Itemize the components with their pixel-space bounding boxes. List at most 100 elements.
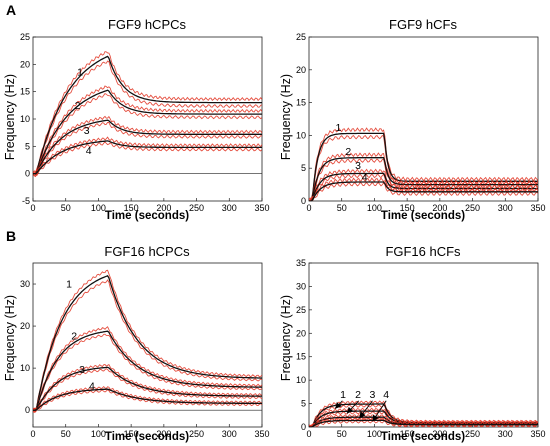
y-tick-label: 30 (296, 281, 306, 291)
series-layer (33, 51, 262, 178)
x-tick-label: 100 (367, 429, 382, 439)
y-tick-label: 10 (20, 114, 30, 124)
x-tick-label: 200 (156, 203, 171, 213)
y-tick-label: 10 (296, 375, 306, 385)
series-1-fit (33, 275, 262, 411)
x-tick-label: 300 (222, 429, 237, 439)
curve-label: 4 (383, 389, 389, 401)
series-1-raw-upper (309, 127, 538, 201)
curve-label: 1 (77, 66, 83, 78)
y-axis-label: Frequency (Hz) (279, 295, 293, 381)
y-tick-label: 5 (301, 163, 306, 173)
x-tick-label: 350 (530, 429, 545, 439)
series-3-raw-lower (33, 121, 262, 177)
chart-fgf9-hcfs: FGF9 hCFs 0 50 100 150 200 250 300 350 0 5 10 15 20 2… (279, 17, 546, 222)
plot-area: 0 50 100 150 200 250 300 350 0 5 10 15 20 25 30 35 1 2 3 4 (296, 258, 546, 439)
x-tick-label: 250 (189, 203, 204, 213)
x-tick-label: 200 (432, 203, 447, 213)
series-1-raw-upper (33, 269, 262, 411)
y-tick-label: 0 (301, 422, 306, 432)
y-tick-label: 20 (296, 65, 306, 75)
series-2-fit (33, 89, 262, 175)
x-tick-label: 50 (61, 203, 71, 213)
series-4-raw-lower (33, 141, 262, 176)
y-tick-label: 30 (20, 279, 30, 289)
series-4-raw-upper (33, 385, 262, 411)
series-4-raw-lower (312, 181, 538, 201)
series-4-fit (309, 419, 538, 427)
x-tick-label: 300 (222, 203, 237, 213)
series-2-fit (33, 330, 262, 411)
axes-frame (308, 36, 539, 202)
series-4-raw-lower (33, 389, 262, 413)
panel-label-b: B (6, 228, 16, 244)
x-axis-label: Time (seconds) (381, 431, 465, 443)
series-layer (33, 269, 262, 413)
x-tick-label: 0 (30, 429, 35, 439)
series-3-fit (33, 119, 262, 175)
x-axis-label: Time (seconds) (381, 210, 465, 222)
curve-label: 4 (86, 145, 92, 157)
x-tick-label: 150 (124, 429, 139, 439)
annotation-arrowhead (346, 406, 354, 414)
annotation-arrowhead (335, 402, 342, 409)
curve-label: 2 (345, 146, 351, 158)
axes-frame (32, 262, 263, 428)
y-tick-label: 15 (296, 352, 306, 362)
y-tick-label: 25 (20, 32, 30, 42)
x-tick-label: 150 (400, 203, 415, 213)
panel-label-a: A (6, 2, 16, 18)
chart-title: FGF16 hCFs (385, 244, 461, 259)
x-tick-label: 300 (498, 203, 513, 213)
y-tick-label: 35 (296, 258, 306, 268)
y-tick-label: 5 (25, 141, 30, 151)
x-tick-label: 200 (156, 429, 171, 439)
curve-label: 2 (355, 389, 361, 401)
y-tick-label: 15 (296, 98, 306, 108)
series-layer (309, 127, 538, 201)
x-tick-label: 150 (124, 203, 139, 213)
series-3-raw-upper (33, 363, 262, 411)
chart-title: FGF9 hCPCs (108, 17, 187, 32)
series-1-raw-upper (33, 51, 262, 175)
chart-title: FGF16 hCPCs (104, 244, 190, 259)
x-tick-label: 250 (465, 203, 480, 213)
series-4-fit (309, 181, 538, 201)
y-tick-label: 20 (20, 59, 30, 69)
x-tick-label: 0 (306, 203, 311, 213)
x-tick-label: 100 (91, 203, 106, 213)
curve-label: 2 (71, 331, 77, 343)
x-tick-label: 300 (498, 429, 513, 439)
series-2-fit (309, 157, 538, 201)
x-tick-label: 100 (91, 429, 106, 439)
series-4-raw-upper (33, 136, 262, 174)
y-tick-label: 10 (20, 363, 30, 373)
series-4-raw-upper (309, 177, 538, 201)
y-tick-label: 10 (296, 130, 306, 140)
series-1-raw-lower (33, 279, 262, 413)
x-tick-label: 250 (189, 429, 204, 439)
x-tick-label: 150 (400, 429, 415, 439)
curve-label: 4 (89, 381, 95, 393)
curve-label: 4 (362, 172, 368, 184)
series-4-raw-lower (309, 420, 538, 427)
curve-label: 2 (75, 100, 81, 112)
chart-fgf9-hcpcs: FGF9 hCPCs 0 50 100 150 200 250 300 350-5051015… (3, 17, 270, 222)
series-4-raw-upper (309, 417, 538, 427)
x-tick-label: 0 (306, 429, 311, 439)
curve-label: 1 (336, 122, 342, 134)
series-3-fit (33, 366, 262, 411)
series-3-raw-upper (33, 115, 262, 174)
series-layer (309, 400, 538, 427)
x-tick-label: 350 (254, 203, 269, 213)
y-axis-label: Frequency (Hz) (3, 295, 17, 381)
series-1-raw-lower (33, 60, 262, 178)
x-tick-label: 0 (30, 203, 35, 213)
chart-fgf16-hcpcs: FGF16 hCPCs 0 50 100 150 200 250 300 350 0 10 20 30… (3, 244, 270, 443)
y-tick-label: 0 (25, 405, 30, 415)
x-axis-label: Time (seconds) (105, 210, 189, 222)
series-4-fit (33, 388, 262, 411)
x-tick-label: 200 (432, 429, 447, 439)
